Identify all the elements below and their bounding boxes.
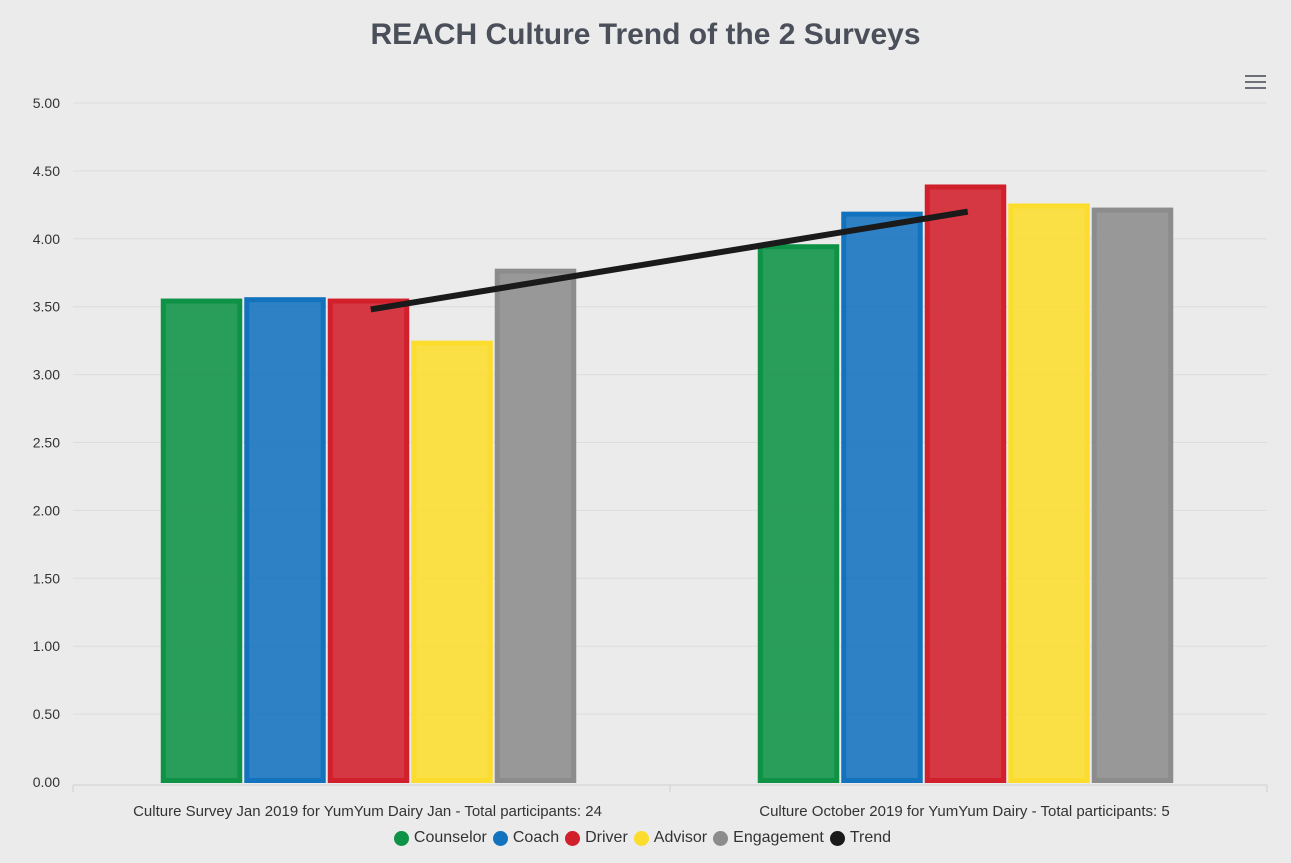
- y-tick-label: 0.50: [33, 706, 60, 722]
- bars: [160, 184, 1174, 784]
- menu-icon[interactable]: [1244, 74, 1268, 90]
- legend-marker: [565, 830, 581, 846]
- bar-driver: [327, 298, 410, 783]
- legend-marker: [713, 830, 729, 846]
- legend-label: Driver: [585, 829, 628, 846]
- legend-label: Advisor: [653, 829, 708, 846]
- legend-item-coach[interactable]: Coach: [492, 829, 560, 847]
- chart-title: REACH Culture Trend of the 2 Surveys: [370, 18, 921, 51]
- bar-coach: [244, 297, 326, 783]
- legend-marker: [393, 830, 409, 846]
- y-tick-label: 3.00: [33, 367, 60, 383]
- bar-advisor: [1008, 203, 1090, 783]
- y-tick-label: 4.50: [33, 163, 60, 179]
- x-category-label: Culture Survey Jan 2019 for YumYum Dairy…: [133, 803, 602, 820]
- legend-marker: [633, 830, 649, 846]
- legend-label: Coach: [512, 829, 560, 846]
- y-tick-label: 4.00: [33, 231, 60, 247]
- bar-engagement: [1091, 207, 1174, 784]
- legend-label: Trend: [849, 829, 892, 846]
- legend-marker: [492, 830, 508, 846]
- trend-line: [370, 208, 969, 313]
- legend-marker: [829, 830, 845, 846]
- bar-advisor: [411, 340, 493, 783]
- legend-item-engagement[interactable]: Engagement: [713, 829, 824, 847]
- bar-counselor: [757, 244, 840, 783]
- y-tick-label: 3.50: [33, 299, 60, 315]
- y-tick-label: 5.00: [33, 95, 60, 111]
- bar-engagement: [494, 268, 577, 783]
- y-tick-label: 1.00: [33, 638, 60, 654]
- bar-driver: [924, 184, 1007, 784]
- legend: Counselor Coach Driver Advisor Engagement Tre…: [0, 829, 1291, 847]
- legend-item-driver[interactable]: Driver: [565, 829, 628, 847]
- y-tick-label: 2.00: [33, 502, 60, 518]
- x-category-label: Culture October 2019 for YumYum Dairy - …: [759, 803, 1169, 820]
- legend-label: Counselor: [413, 829, 487, 846]
- legend-label: Engagement: [733, 829, 824, 846]
- legend-item-advisor[interactable]: Advisor: [633, 829, 708, 847]
- axes: 0.00 0.50 1.00 1.50 2.00 2.50 3.00 3.50 4.00 4.50…: [33, 95, 1268, 820]
- bar-counselor: [160, 298, 243, 783]
- y-tick-label: 2.50: [33, 435, 60, 451]
- trend-line-layer: [370, 208, 969, 313]
- bar-coach: [841, 211, 923, 783]
- legend-item-counselor[interactable]: Counselor: [393, 829, 487, 847]
- y-tick-label: 0.00: [33, 774, 60, 790]
- legend-item-trend[interactable]: Trend: [829, 829, 892, 847]
- y-tick-label: 1.50: [33, 570, 60, 586]
